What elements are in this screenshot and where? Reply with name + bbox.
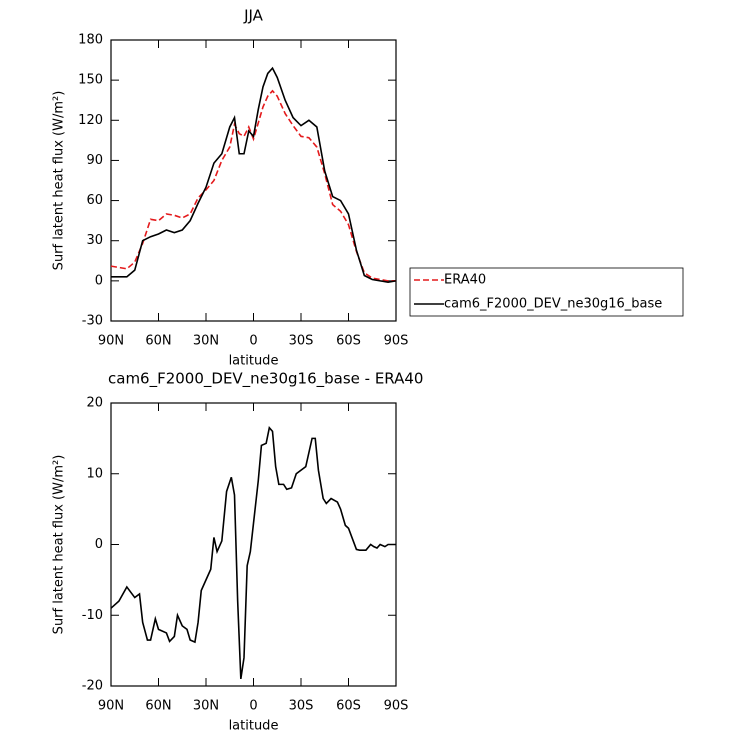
chart-title: cam6_F2000_DEV_ne30g16_base - ERA40	[108, 370, 423, 389]
y-axis-label: Surf latent heat flux (W/m²)	[52, 91, 67, 271]
y-tick-label: 10	[86, 466, 103, 481]
chart-title: JJA	[243, 7, 264, 25]
x-tick-label: 30S	[289, 334, 314, 349]
data-line	[110, 89, 396, 282]
y-tick-label: 150	[78, 73, 103, 88]
y-tick-label: 0	[95, 537, 103, 552]
legend-label: ERA40	[444, 273, 486, 288]
y-tick-label: -10	[82, 608, 103, 623]
plot-frame	[110, 402, 397, 687]
x-axis-label: latitude	[229, 719, 279, 734]
x-tick-label: 90N	[98, 699, 124, 714]
legend-label: cam6_F2000_DEV_ne30g16_base	[444, 297, 662, 312]
legend-box	[409, 267, 684, 317]
x-tick-label: 60S	[336, 334, 361, 349]
data-line	[110, 426, 396, 680]
y-tick-label: 120	[78, 113, 103, 128]
data-line	[111, 66, 397, 284]
y-tick-label: -20	[82, 679, 103, 694]
x-tick-label: 60N	[145, 334, 171, 349]
y-tick-label: 180	[78, 33, 103, 48]
x-tick-label: 0	[249, 334, 257, 349]
x-tick-label: 60S	[336, 699, 361, 714]
y-axis-label: Surf latent heat flux (W/m²)	[52, 455, 67, 635]
x-tick-label: 60N	[145, 699, 171, 714]
x-tick-label: 90N	[98, 334, 124, 349]
y-tick-label: 90	[86, 153, 103, 168]
x-tick-label: 30N	[193, 334, 219, 349]
plot-frame	[110, 39, 397, 322]
x-tick-label: 90S	[384, 334, 409, 349]
x-tick-label: 30S	[289, 699, 314, 714]
x-axis-label: latitude	[229, 354, 279, 369]
y-tick-label: 60	[86, 193, 103, 208]
y-tick-label: 20	[86, 396, 103, 411]
x-tick-label: 30N	[193, 699, 219, 714]
y-tick-label: 30	[86, 233, 103, 248]
y-tick-label: -30	[82, 314, 103, 329]
y-tick-label: 0	[95, 273, 103, 288]
x-tick-label: 0	[249, 699, 257, 714]
x-tick-label: 90S	[384, 699, 409, 714]
